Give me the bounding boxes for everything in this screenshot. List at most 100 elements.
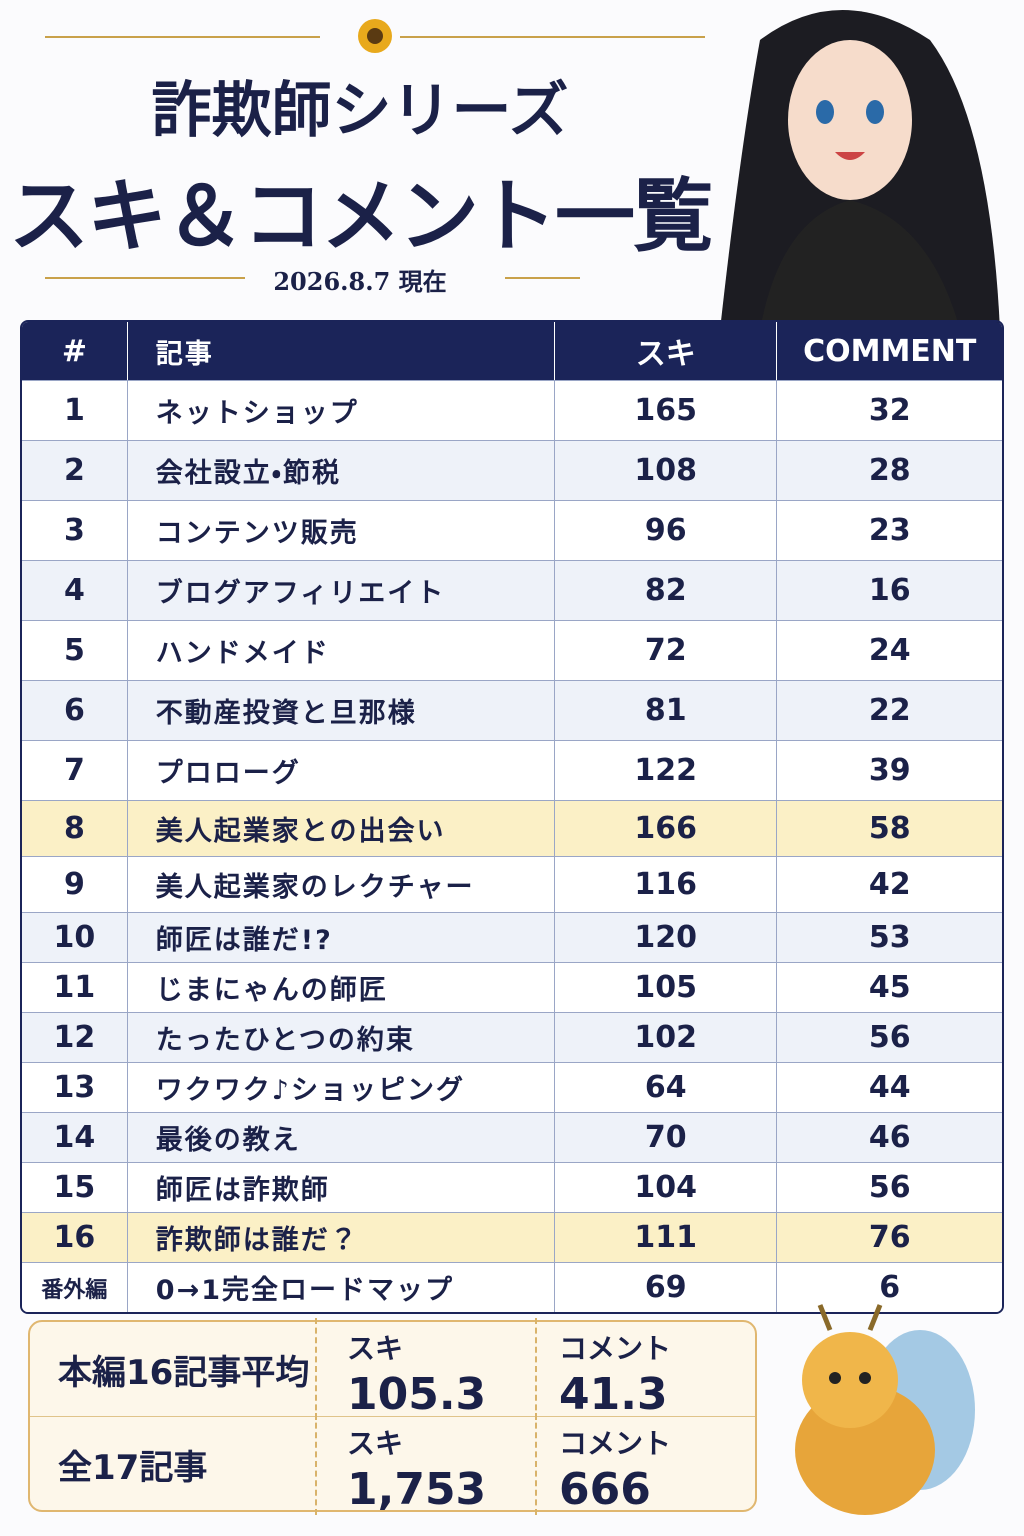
table-row: 2 会社設立・節税 108 28 xyxy=(22,440,1002,500)
table-cell: 82 xyxy=(553,561,777,620)
data-table: # 記事 スキ COMMENT 1 ネットショップ 165 32 2 会社設立・節税 108 28 3 コ… xyxy=(20,320,1004,1314)
table-cell: 3 xyxy=(63,513,85,548)
comment-value: 666 xyxy=(559,1464,651,1515)
table-cell: じまにゃんの師匠 xyxy=(126,963,554,1012)
subtitle: スキ＆コメント一覧 xyxy=(9,170,713,263)
table-row: 11 じまにゃんの師匠 105 45 xyxy=(22,962,1002,1012)
table-cell: 56 xyxy=(776,1013,1002,1062)
table-row: 4 ブログアフィリエイト 82 16 xyxy=(22,560,1002,620)
table-cell: 111 xyxy=(553,1213,777,1262)
table-cell: 39 xyxy=(776,741,1002,800)
table-cell: 師匠は詐欺師 xyxy=(126,1163,554,1212)
summary-comment: コメント 666 xyxy=(535,1413,755,1515)
table-cell: 45 xyxy=(776,963,1002,1012)
table-row: 15 師匠は詐欺師 104 56 xyxy=(22,1162,1002,1212)
summary-row: 全17記事 スキ 1,753 コメント 666 xyxy=(30,1413,755,1515)
summary-suki: スキ 105.3 xyxy=(315,1318,535,1420)
table-cell: 14 xyxy=(53,1120,96,1155)
table-cell: 美人起業家のレクチャー xyxy=(126,857,554,912)
table-cell: 108 xyxy=(553,441,777,500)
table-cell: 10 xyxy=(53,920,96,955)
table-cell: ワクワク♪ショッピング xyxy=(126,1063,554,1112)
table-cell: 70 xyxy=(553,1113,777,1162)
table-cell: 1 xyxy=(63,393,85,428)
table-row: 6 不動産投資と旦那様 81 22 xyxy=(22,680,1002,740)
column-header: 記事 xyxy=(126,322,554,380)
suki-label: スキ xyxy=(347,1332,404,1365)
table-cell: 105 xyxy=(553,963,777,1012)
table-row: 16 詐欺師は誰だ？ 111 76 xyxy=(22,1212,1002,1262)
suki-label: スキ xyxy=(347,1427,404,1460)
table-cell: 師匠は誰だ!? xyxy=(126,913,554,962)
table-cell: 102 xyxy=(553,1013,777,1062)
table-cell: 22 xyxy=(776,681,1002,740)
table-cell: 53 xyxy=(776,913,1002,962)
table-cell: たったひとつの約束 xyxy=(126,1013,554,1062)
mascot-illustration xyxy=(795,1304,975,1515)
sunflower-icon xyxy=(358,19,392,53)
table-cell: 24 xyxy=(776,621,1002,680)
table-row: 1 ネットショップ 165 32 xyxy=(22,380,1002,440)
table-cell: 0→1完全ロードマップ xyxy=(126,1263,554,1312)
summary-label: 全17記事 xyxy=(58,1447,208,1488)
table-row: 10 師匠は誰だ!? 120 53 xyxy=(22,912,1002,962)
comment-label: コメント xyxy=(559,1332,672,1365)
ornament xyxy=(400,36,705,38)
table-cell: 8 xyxy=(63,811,85,846)
ornament xyxy=(505,277,580,279)
character-illustration xyxy=(720,10,1000,330)
table-cell: 166 xyxy=(553,801,777,856)
table-row: 3 コンテンツ販売 96 23 xyxy=(22,500,1002,560)
title: 詐欺師シリーズ xyxy=(151,76,569,146)
table-cell: 12 xyxy=(53,1020,96,1055)
summary-row: 本編16記事平均 スキ 105.3 コメント 41.3 xyxy=(30,1318,755,1420)
table-row: 9 美人起業家のレクチャー 116 42 xyxy=(22,856,1002,912)
column-header: COMMENT xyxy=(776,322,1002,380)
table-cell: 番外編 xyxy=(41,1277,108,1303)
table-cell: 96 xyxy=(553,501,777,560)
table-cell: 6 xyxy=(63,693,85,728)
table-cell: 120 xyxy=(553,913,777,962)
column-header: スキ xyxy=(553,322,777,380)
table-cell: 13 xyxy=(53,1070,96,1105)
table-cell: 16 xyxy=(776,561,1002,620)
table-cell: 42 xyxy=(776,857,1002,912)
table-cell: プロローグ xyxy=(126,741,554,800)
table-row: 13 ワクワク♪ショッピング 64 44 xyxy=(22,1062,1002,1112)
table-cell: 72 xyxy=(553,621,777,680)
table-cell: ハンドメイド xyxy=(126,621,554,680)
ornament xyxy=(45,36,320,38)
table-cell: 64 xyxy=(553,1063,777,1112)
table-cell: 104 xyxy=(553,1163,777,1212)
table-row: 14 最後の教え 70 46 xyxy=(22,1112,1002,1162)
table-cell: 2 xyxy=(63,453,85,488)
table-cell: コンテンツ販売 xyxy=(126,501,554,560)
table-row: 7 プロローグ 122 39 xyxy=(22,740,1002,800)
table-cell: ブログアフィリエイト xyxy=(126,561,554,620)
table-row: 番外編 0→1完全ロードマップ 69 6 xyxy=(22,1262,1002,1312)
table-cell: 23 xyxy=(776,501,1002,560)
table-cell: 5 xyxy=(63,633,85,668)
summary-suki: スキ 1,753 xyxy=(315,1413,535,1515)
table-cell: 122 xyxy=(553,741,777,800)
summary-box: 本編16記事平均 スキ105.3 コメント41.3 全17記事 スキ1,753 コメント6… xyxy=(28,1318,757,1515)
comment-value: 41.3 xyxy=(559,1369,668,1420)
table-cell: 美人起業家との出会い xyxy=(126,801,554,856)
ornament xyxy=(45,277,245,279)
column-header: # xyxy=(61,333,87,369)
table-row: 5 ハンドメイド 72 24 xyxy=(22,620,1002,680)
table-cell: 9 xyxy=(63,867,85,902)
table-row: 8 美人起業家との出会い 166 58 xyxy=(22,800,1002,856)
table-cell: 会社設立・節税 xyxy=(126,441,554,500)
table-cell: 4 xyxy=(63,573,85,608)
table-cell: ネットショップ xyxy=(126,381,554,440)
date: 2026.8.7 現在 xyxy=(273,267,447,296)
table-cell: 詐欺師は誰だ？ xyxy=(126,1213,554,1262)
summary-comment: コメント 41.3 xyxy=(535,1318,755,1420)
table-cell: 15 xyxy=(53,1170,96,1205)
table-cell: 32 xyxy=(776,381,1002,440)
suki-value: 105.3 xyxy=(347,1369,487,1420)
table-cell: 76 xyxy=(776,1213,1002,1262)
table-cell: 6 xyxy=(776,1263,1002,1312)
